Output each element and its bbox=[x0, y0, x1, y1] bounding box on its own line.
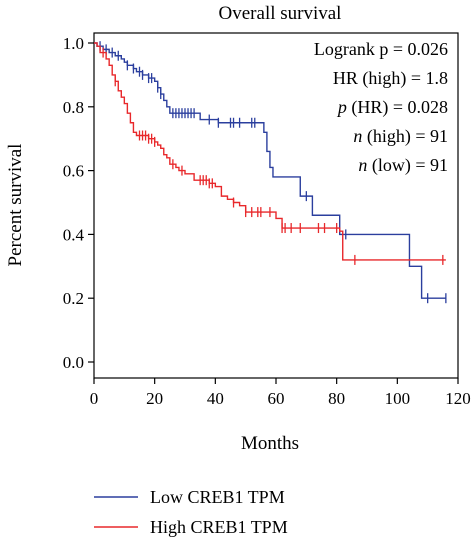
x-tick-label: 120 bbox=[445, 389, 471, 408]
legend: Low CREB1 TPM High CREB1 TPM bbox=[94, 487, 288, 537]
series-low bbox=[94, 41, 447, 304]
series-lines bbox=[94, 41, 447, 304]
annotation-line: Logrank p = 0.026 bbox=[314, 39, 448, 59]
series-high bbox=[94, 42, 446, 265]
x-tick-label: 60 bbox=[268, 389, 285, 408]
x-tick-label: 20 bbox=[146, 389, 163, 408]
legend-label: Low CREB1 TPM bbox=[150, 487, 285, 507]
annotation-line: n (low) = 91 bbox=[358, 155, 448, 176]
legend-label: High CREB1 TPM bbox=[150, 517, 288, 537]
y-tick-label: 0.4 bbox=[63, 225, 85, 244]
annotation-line: n (high) = 91 bbox=[353, 126, 448, 147]
y-axis-label: Percent survival bbox=[5, 144, 26, 267]
x-tick-label: 0 bbox=[90, 389, 99, 408]
y-tick-label: 0.0 bbox=[63, 353, 84, 372]
x-tick-label: 40 bbox=[207, 389, 224, 408]
x-axis-label: Months bbox=[241, 433, 299, 454]
legend-item: High CREB1 TPM bbox=[94, 517, 288, 537]
axes: 0.0 0.2 0.4 0.6 0.8 1.0 0 20 40 60 80 100 120 bbox=[63, 32, 471, 408]
annotations: Logrank p = 0.026 HR (high) = 1.8 p (HR) =… bbox=[314, 39, 448, 176]
annotation-line: HR (high) = 1.8 bbox=[333, 68, 448, 89]
y-tick-label: 0.8 bbox=[63, 98, 84, 117]
survival-curve bbox=[94, 42, 446, 299]
y-tick-label: 1.0 bbox=[63, 34, 84, 53]
chart-title: Overall survival bbox=[219, 3, 342, 24]
y-tick-label: 0.6 bbox=[63, 162, 84, 181]
x-tick-label: 80 bbox=[328, 389, 345, 408]
x-tick-label: 100 bbox=[385, 389, 411, 408]
legend-item: Low CREB1 TPM bbox=[94, 487, 285, 507]
y-tick-label: 0.2 bbox=[63, 289, 84, 308]
annotation-line: p (HR) = 0.028 bbox=[336, 97, 448, 118]
